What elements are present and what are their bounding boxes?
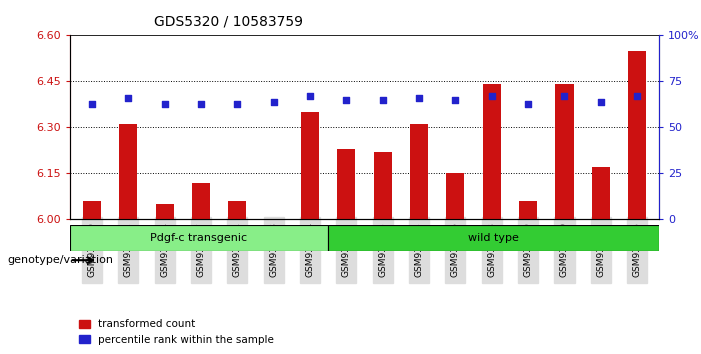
FancyBboxPatch shape	[327, 225, 659, 251]
Bar	[555, 85, 573, 219]
Point	[304, 93, 315, 99]
Point	[268, 99, 279, 104]
Bar	[337, 149, 355, 219]
Point	[159, 101, 170, 106]
Point	[86, 101, 97, 106]
Bar	[192, 183, 210, 219]
Point	[232, 101, 243, 106]
Point	[595, 99, 606, 104]
Bar	[447, 173, 465, 219]
Bar	[301, 112, 319, 219]
Bar	[628, 51, 646, 219]
Bar	[119, 124, 137, 219]
Bar	[592, 167, 610, 219]
Point	[450, 97, 461, 103]
Bar	[156, 204, 174, 219]
Point	[377, 97, 388, 103]
Legend: transformed count, percentile rank within the sample: transformed count, percentile rank withi…	[75, 315, 278, 349]
Bar	[374, 152, 392, 219]
Point	[341, 97, 352, 103]
Point	[486, 93, 497, 99]
FancyBboxPatch shape	[70, 225, 327, 251]
Bar	[83, 201, 101, 219]
Text: Pdgf-c transgenic: Pdgf-c transgenic	[150, 233, 247, 243]
Point	[632, 93, 643, 99]
Text: genotype/variation: genotype/variation	[7, 255, 113, 265]
Text: wild type: wild type	[468, 233, 519, 243]
Point	[559, 93, 570, 99]
Point	[414, 95, 425, 101]
Bar	[410, 124, 428, 219]
Point	[123, 95, 134, 101]
Point	[196, 101, 207, 106]
Bar	[229, 201, 246, 219]
Bar	[519, 201, 537, 219]
Text: GDS5320 / 10583759: GDS5320 / 10583759	[154, 14, 304, 28]
Point	[522, 101, 533, 106]
Bar	[483, 85, 501, 219]
